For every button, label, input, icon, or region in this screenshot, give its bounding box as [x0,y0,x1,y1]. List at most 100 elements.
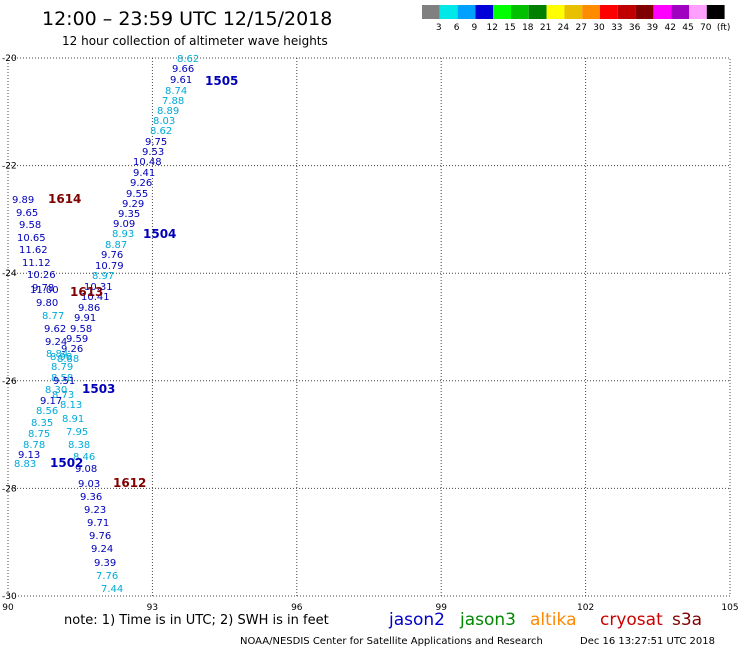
latitude-label: -20 [2,54,17,64]
satellite-legend: jason2 jason3 altika cryosat s3a [388,610,702,630]
legend-swatch [671,5,689,19]
wave-height-value: 9.86 [78,303,100,314]
wave-height-value: 9.76 [89,531,111,542]
wave-height-value: 9.53 [142,147,164,158]
wave-height-value: 8.62 [177,54,199,65]
longitude-label: 90 [2,603,14,613]
legend-label: 36 [629,23,641,33]
latitude-label: -22 [2,162,17,172]
wave-height-value: 8.79 [51,362,73,373]
wave-height-value: 9.39 [94,558,116,569]
wave-height-value: 8.83 [14,459,36,470]
wave-height-value: 9.66 [172,64,194,75]
wave-height-value: 9.26 [130,178,152,189]
latitude-label: -30 [2,592,17,602]
pass-number-label: 1613 [70,285,103,299]
wave-height-value: 9.03 [78,479,100,490]
wave-height-value: 7.44 [101,584,123,595]
pass-number-label: 1504 [143,227,176,241]
legend-swatch [511,5,529,19]
legend-swatch [564,5,583,19]
color-scale-legend: 3 6 9 12 15 18 21 24 27 30 33 36 39 42 45 70 (ft) [422,5,730,33]
wave-height-value: 9.91 [74,313,96,324]
legend-swatch [635,5,654,19]
legend-label: 33 [611,23,622,33]
wave-height-value: 8.56 [36,406,58,417]
wave-height-value: 10.26 [27,270,56,281]
latitude-label: -24 [2,269,17,279]
longitude-label: 93 [147,603,158,613]
legend-swatch [706,5,725,19]
wave-height-value: 8.62 [150,126,172,137]
legend-label: 21 [540,23,551,33]
wave-height-value: 8.46 [73,452,95,463]
wave-height-value: 8.98 [50,352,72,363]
legend-label: 24 [558,23,570,33]
pass-number-label: 1614 [48,192,81,206]
wave-height-value: 7.88 [162,96,184,107]
wave-height-value: 11.62 [19,245,48,256]
wave-height-value: 9.65 [16,208,38,219]
wave-height-value: 9.35 [118,209,140,220]
map-title: 12:00 – 23:59 UTC 12/15/2018 [42,8,332,30]
satellite-altika-label: altika [530,610,577,630]
wave-height-value: 8.58 [51,373,73,384]
legend-label: 6 [454,23,460,33]
wave-height-value: 8.35 [31,418,53,429]
wave-height-value: 9.23 [84,505,106,516]
wave-height-value: 9.62 [44,324,66,335]
wave-height-value: 9.80 [36,298,58,309]
wave-height-value: 8.13 [60,400,82,411]
legend-swatch [493,5,511,19]
wave-height-value: 8.97 [92,271,114,282]
legend-label: 9 [472,23,478,33]
pass-number-label: 1503 [82,382,115,396]
wave-height-value: 8.73 [52,390,74,401]
wave-height-value: 9.09 [113,219,135,230]
longitude-label: 99 [435,603,447,613]
wave-height-value: 10.79 [95,261,124,272]
credit-line: NOAA/NESDIS Center for Satellite Applica… [240,636,543,647]
wave-height-value: 8.75 [28,429,50,440]
pass-number-label: 1505 [205,74,238,88]
wave-height-value: 9.76 [101,250,123,261]
legend-swatch [653,5,672,19]
legend-swatch [475,5,494,19]
satellite-s3a-label: s3a [672,610,702,630]
legend-label: 39 [647,23,659,33]
orbit-pass-labels: 1505 1504 1503 1502 1614 1613 1612 [48,74,238,490]
legend-swatch [617,5,636,19]
legend-label: (ft) [717,23,731,33]
wave-height-value: 9.17 [40,396,62,407]
wave-height-value: 8.78 [23,440,45,451]
wave-height-value: 9.61 [170,75,192,86]
wave-height-value: 9.41 [133,168,155,179]
wave-height-value: 10.48 [133,157,162,168]
wave-height-value: 8.87 [105,240,127,251]
wave-height-observations: 8.629.669.618.747.888.898.038.629.759.53… [12,54,199,595]
wave-height-value: 8.38 [68,440,90,451]
wave-height-value: 9.26 [61,344,83,355]
wave-height-value: 9.58 [70,324,92,335]
wave-height-value: 8.93 [112,229,134,240]
wave-height-value: 8.89 [157,106,179,117]
wave-height-value: 9.08 [75,464,97,475]
wave-height-value: 8.03 [153,116,175,127]
legend-swatch [439,5,458,19]
legend-swatch [457,5,476,19]
wave-height-value: 7.95 [66,427,88,438]
wave-height-value: 10.65 [17,233,46,244]
wave-height-value: 9.78 [32,283,54,294]
wave-height-value: 8.88 [57,354,79,365]
legend-label: 27 [575,23,586,33]
legend-label: 15 [504,23,515,33]
wave-height-value: 7.76 [96,571,118,582]
legend-swatch [528,5,547,19]
satellite-jason3-label: jason3 [459,610,516,630]
longitude-label: 102 [577,603,594,613]
footer-note: note: 1) Time is in UTC; 2) SWH is in fe… [64,613,329,628]
legend-label: 45 [682,23,693,33]
wave-height-value: 11.00 [30,285,59,296]
wave-height-value: 9.51 [53,376,75,387]
